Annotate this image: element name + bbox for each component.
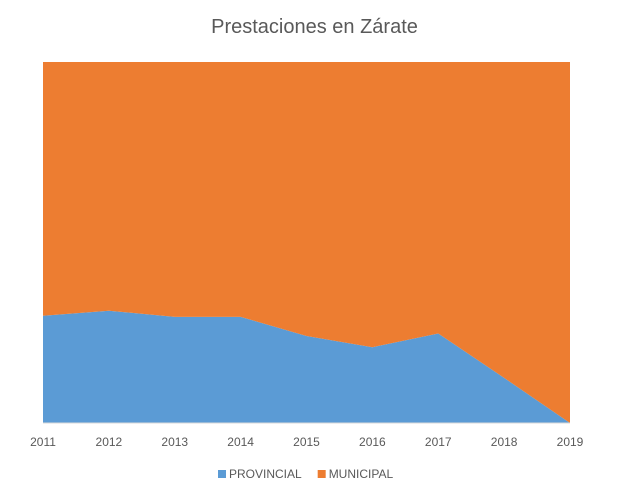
- x-tick-label: 2013: [161, 435, 188, 449]
- x-tick-label: 2011: [30, 435, 56, 449]
- area-provincial: [43, 310, 570, 423]
- legend-label-municipal: MUNICIPAL: [329, 467, 394, 481]
- x-tick-label: 2012: [96, 435, 123, 449]
- x-tick-label: 2019: [557, 435, 584, 449]
- area-municipal: [43, 62, 570, 423]
- legend-swatch-municipal: [317, 470, 326, 478]
- x-tick-label: 2015: [293, 435, 320, 449]
- chart-title: Prestaciones en Zárate: [211, 16, 418, 38]
- legend-label-provincial: PROVINCIAL: [229, 467, 302, 481]
- legend-swatch-provincial: [218, 470, 226, 478]
- x-tick-label: 2018: [491, 435, 518, 449]
- x-tick-label: 2017: [425, 435, 452, 449]
- x-tick-label: 2016: [359, 435, 386, 449]
- x-tick-label: 2014: [227, 435, 254, 449]
